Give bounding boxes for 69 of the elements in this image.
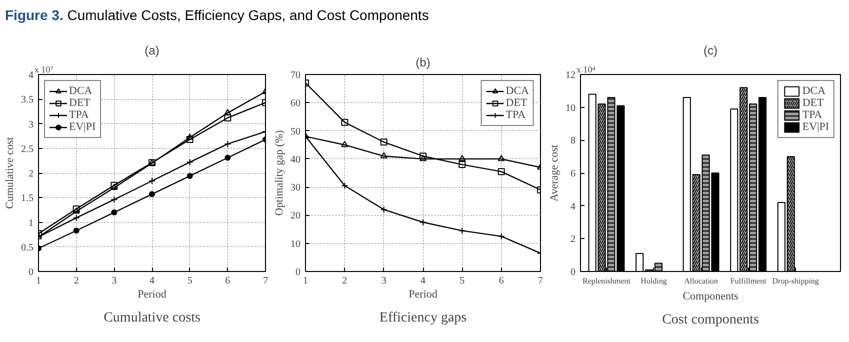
x-tick-label: 1 xyxy=(36,276,41,286)
x-axis-title: Period xyxy=(138,288,167,300)
y-tick-label: 0 xyxy=(296,267,300,278)
legend-label: TPA xyxy=(802,109,822,121)
y-tick-label: 60 xyxy=(290,98,300,110)
y-tick-label: 0 xyxy=(570,267,576,278)
x-tick-label: 4 xyxy=(150,276,154,286)
y-tick-label: 2.5 xyxy=(21,144,34,155)
legend-label: EV|PI xyxy=(802,121,829,133)
legend-label: EV|PI xyxy=(69,121,96,133)
y-tick-label: 12 xyxy=(566,70,576,81)
y-tick-label: 50 xyxy=(290,126,300,138)
legend-label: DCA xyxy=(506,85,529,97)
y-axis-title: Average cost xyxy=(548,144,560,202)
text: Efficiency gaps xyxy=(379,310,467,326)
legend-label: DET xyxy=(802,97,824,109)
y-tick-label: 2 xyxy=(28,168,34,180)
y-tick-label: 10 xyxy=(566,102,576,114)
x-axis-title: Components xyxy=(682,290,738,302)
x-axis-title: Period xyxy=(408,288,438,300)
y-axis-title: Optimality gap (%) xyxy=(274,130,286,216)
chart-title: (c) xyxy=(704,44,718,58)
y-tick-label: 30 xyxy=(290,182,300,194)
y-tick-label: 1 xyxy=(28,218,34,229)
x-tick-label: 5 xyxy=(187,276,192,286)
y-tick-label: 6 xyxy=(570,168,576,180)
legend-label: DCA xyxy=(802,85,826,97)
y-tick-label: 1.5 xyxy=(21,193,34,204)
text: Cost components xyxy=(662,312,759,328)
x-tick-label: 4 xyxy=(420,276,426,286)
text: x 10⁷ xyxy=(34,64,54,74)
x-tick-label: 3 xyxy=(112,276,117,286)
legend-label: DET xyxy=(506,97,528,109)
x-tick-label: 7 xyxy=(263,276,268,286)
y-tick-label: 0 xyxy=(28,267,34,278)
y-tick-label: 3.5 xyxy=(21,94,34,106)
caption: Figure 3. Cumulative Costs, Efficiency Gaps, and Cost Components xyxy=(5,6,429,25)
x-tick-label: 7 xyxy=(538,276,543,286)
x-tick-label: 1 xyxy=(303,276,308,286)
chart-title: (a) xyxy=(144,44,160,58)
y-tick-label: 0.5 xyxy=(21,242,34,254)
x-tick-label: Drop-shipping xyxy=(772,276,819,286)
y-tick-label: 20 xyxy=(290,210,300,222)
x-tick-label: 5 xyxy=(460,276,465,286)
legend-label: DET xyxy=(69,97,90,109)
y-tick-label: 70 xyxy=(290,70,300,81)
y-axis-title: Cumulative cost xyxy=(4,137,16,209)
y-tick-label: 3 xyxy=(28,119,34,130)
x-tick-label: 2 xyxy=(342,276,348,286)
x-tick-label: 2 xyxy=(74,276,79,286)
legend-label: TPA xyxy=(506,109,526,121)
y-tick-label: 8 xyxy=(570,136,576,147)
x-tick-label: Holding xyxy=(640,276,667,286)
x-tick-label: 3 xyxy=(381,276,386,286)
x-tick-label: Fulfillment xyxy=(730,276,768,286)
text: x 10⁴ xyxy=(576,64,596,74)
chart-title: (b) xyxy=(416,56,430,70)
y-tick-label: 2 xyxy=(570,234,576,246)
y-tick-label: 4 xyxy=(28,70,34,81)
text: Cumulative costs xyxy=(104,310,200,326)
x-tick-label: 6 xyxy=(225,276,230,286)
y-tick-label: 10 xyxy=(290,238,300,250)
x-tick-label: Replenishment xyxy=(582,276,632,286)
y-tick-label: 4 xyxy=(570,201,576,212)
legend-label: TPA xyxy=(69,109,89,121)
legend-label: DCA xyxy=(69,85,92,97)
x-tick-label: Allocation xyxy=(684,276,718,286)
y-tick-label: 40 xyxy=(290,154,300,166)
x-tick-label: 6 xyxy=(498,276,504,286)
